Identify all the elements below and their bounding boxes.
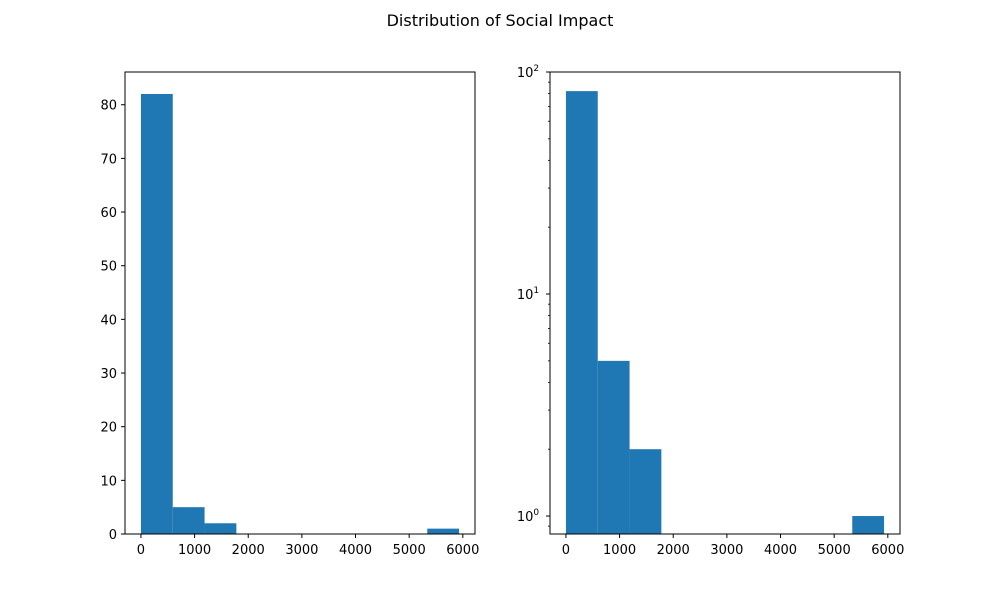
x-tick-label: 4000: [764, 543, 797, 558]
axes-frame: [549, 71, 901, 535]
y-tick-label: 40: [100, 313, 117, 328]
y-tick-label: 60: [100, 206, 117, 221]
y-tick-label: 100: [517, 508, 540, 525]
y-tick-label: 10: [100, 474, 117, 489]
histogram-bar: [204, 523, 237, 534]
axes-frame: [124, 71, 476, 535]
histogram-bar: [565, 91, 598, 534]
y-tick-label: 0: [109, 528, 117, 543]
x-tick-label: 0: [562, 543, 570, 558]
x-tick-label: 0: [137, 543, 145, 558]
histogram-panel-linear: 0 1000 2000 3000 4000 5000 6000 0 10 20 30 40 50 60 70…: [100, 71, 479, 558]
histogram-bar: [427, 528, 460, 534]
y-tick-label: 102: [517, 64, 539, 81]
y-tick-label: 101: [517, 286, 539, 303]
figure-title: Distribution of Social Impact: [387, 11, 614, 30]
x-tick-label: 4000: [339, 543, 372, 558]
x-tick-label: 6000: [446, 543, 479, 558]
histogram-bar: [597, 360, 630, 534]
x-tick-label: 2000: [657, 543, 690, 558]
x-tick-label: 2000: [232, 543, 265, 558]
x-tick-label: 5000: [393, 543, 426, 558]
y-tick-label: 80: [100, 99, 117, 114]
y-tick-label: 70: [100, 152, 117, 167]
x-tick-label: 6000: [871, 543, 904, 558]
y-tick-label: 30: [100, 367, 117, 382]
histogram-bar: [629, 449, 662, 534]
y-tick-label: 50: [100, 260, 117, 275]
histogram-panel-log: 0 1000 2000 3000 4000 5000 6000 100 101 102: [517, 64, 905, 558]
y-tick-label: 20: [100, 421, 117, 436]
x-tick-label: 3000: [285, 543, 318, 558]
histogram-bar: [172, 507, 205, 534]
x-tick-label: 5000: [818, 543, 851, 558]
x-tick-label: 3000: [710, 543, 743, 558]
histogram-bar: [140, 94, 173, 534]
histogram-bar: [852, 516, 885, 534]
x-tick-label: 1000: [603, 543, 636, 558]
x-tick-label: 1000: [178, 543, 211, 558]
